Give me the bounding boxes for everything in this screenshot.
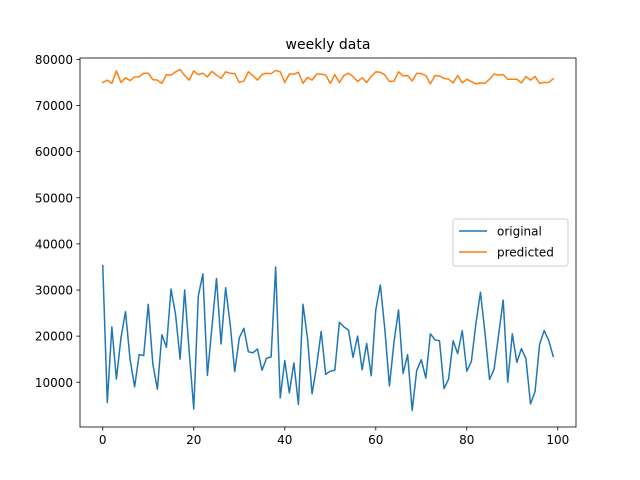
x-tick-label: 100 — [546, 433, 569, 447]
y-tick-label: 20000 — [35, 330, 73, 344]
x-tick-label: 20 — [186, 433, 201, 447]
legend-label-predicted: predicted — [497, 246, 554, 260]
axes-layer: 0 20 40 60 80 100 10000 20000 30000 40000 50000 600… — [35, 53, 577, 447]
chart-title: weekly data — [286, 37, 371, 53]
legend: original predicted — [452, 218, 569, 267]
series-layer — [101, 68, 555, 412]
series-line-original — [101, 264, 555, 412]
x-tick-label: 60 — [368, 433, 383, 447]
y-tick-label: 80000 — [35, 53, 73, 67]
y-tick-label: 50000 — [35, 191, 73, 205]
y-tick-label: 70000 — [35, 99, 73, 113]
series-line-predicted — [101, 68, 555, 85]
y-tick-label: 10000 — [35, 376, 73, 390]
y-tick-label: 40000 — [35, 237, 73, 251]
x-tick-label: 0 — [99, 433, 107, 447]
x-tick-label: 40 — [277, 433, 292, 447]
y-tick-label: 60000 — [35, 145, 73, 159]
plot-frame — [79, 57, 577, 428]
y-tick-label: 30000 — [35, 284, 73, 298]
legend-label-original: original — [497, 225, 542, 239]
x-tick-label: 80 — [459, 433, 474, 447]
